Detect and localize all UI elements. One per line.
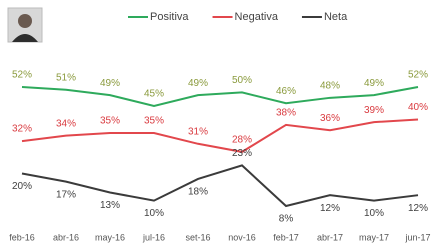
data-label: 50% [232, 75, 252, 86]
data-label: 52% [408, 70, 428, 81]
data-label: 49% [188, 78, 208, 89]
series-line [22, 165, 418, 206]
avatar [8, 8, 42, 42]
data-label: 23% [232, 148, 252, 159]
x-tick-label: may-17 [359, 232, 389, 242]
x-tick-label: feb-17 [273, 232, 299, 242]
series-line [22, 119, 418, 151]
data-label: 52% [12, 70, 32, 81]
data-label: 12% [320, 203, 340, 214]
legend-label: Positiva [150, 11, 189, 23]
data-label: 12% [408, 203, 428, 214]
x-tick-label: jun-17 [404, 232, 430, 242]
x-tick-label: nov-16 [228, 232, 256, 242]
x-tick-label: abr-16 [53, 232, 79, 242]
x-tick-label: may-16 [95, 232, 125, 242]
x-tick-label: feb-16 [9, 232, 35, 242]
data-label: 38% [276, 108, 296, 119]
data-label: 45% [144, 89, 164, 100]
data-label: 28% [232, 135, 252, 146]
data-label: 35% [144, 116, 164, 127]
data-label: 32% [12, 124, 32, 135]
data-label: 40% [408, 102, 428, 113]
data-label: 13% [100, 200, 120, 211]
legend-label: Neta [324, 11, 348, 23]
data-label: 39% [364, 105, 384, 116]
x-tick-label: abr-17 [317, 232, 343, 242]
data-label: 48% [320, 80, 340, 91]
data-label: 49% [100, 78, 120, 89]
x-tick-label: set-16 [185, 232, 210, 242]
x-tick-label: jul-16 [142, 232, 165, 242]
data-label: 18% [188, 187, 208, 198]
data-label: 35% [100, 116, 120, 127]
data-label: 10% [144, 208, 164, 219]
series-line [22, 87, 418, 106]
data-label: 8% [279, 214, 294, 225]
data-label: 34% [56, 118, 76, 129]
data-label: 46% [276, 86, 296, 97]
data-label: 20% [12, 181, 32, 192]
legend-label: Negativa [235, 11, 279, 23]
data-label: 51% [56, 72, 76, 83]
data-label: 49% [364, 78, 384, 89]
data-label: 31% [188, 126, 208, 137]
chart: Positiva Negativa Neta feb-16 abr-16 may-16 ju… [0, 0, 436, 246]
data-label: 36% [320, 113, 340, 124]
data-label: 17% [56, 189, 76, 200]
data-label: 10% [364, 208, 384, 219]
